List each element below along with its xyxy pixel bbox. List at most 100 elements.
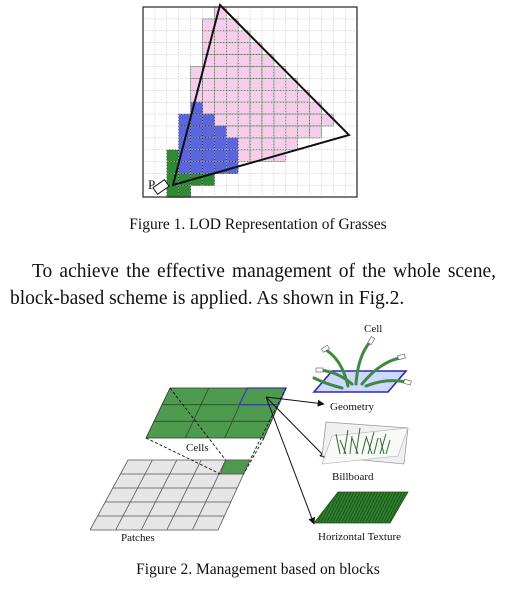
lod-cell-blue bbox=[214, 149, 227, 163]
lod-cell-pink bbox=[226, 101, 239, 115]
body-paragraph: To achieve the effective management of t… bbox=[10, 258, 496, 312]
geometry-label: Geometry bbox=[330, 401, 374, 413]
lod-cell-pink bbox=[261, 66, 275, 79]
lod-cell-pink bbox=[214, 54, 227, 67]
lod-cell-blue bbox=[226, 137, 239, 151]
lod-cell-pink bbox=[285, 137, 299, 151]
lod-cell-blue bbox=[202, 125, 215, 139]
lod-cell-blue bbox=[202, 161, 215, 174]
lod-cell-blue bbox=[202, 149, 215, 163]
lod-cell-pink bbox=[297, 125, 310, 139]
lod-cell-blue bbox=[178, 161, 191, 174]
lod-cell-pink bbox=[226, 66, 239, 79]
point-p-label: P bbox=[148, 177, 155, 192]
lod-cell-pink bbox=[261, 90, 275, 103]
lod-cell-pink bbox=[273, 101, 287, 115]
lod-cell-pink bbox=[261, 125, 275, 139]
lod-cell-pink bbox=[249, 137, 263, 151]
lod-cell-pink bbox=[273, 125, 287, 139]
cells-grid bbox=[145, 387, 287, 439]
figure-1-lod-grid: P bbox=[142, 3, 358, 198]
lod-cell-blue bbox=[214, 137, 227, 151]
lod-cell-pink bbox=[297, 113, 310, 127]
lod-cell-pink bbox=[249, 78, 263, 91]
lod-cell-pink bbox=[226, 42, 239, 55]
lod-cell-pink bbox=[285, 101, 299, 115]
lod-cell-pink bbox=[237, 54, 251, 67]
lod-cell-pink bbox=[237, 66, 251, 79]
lod-cell-pink bbox=[237, 42, 251, 55]
lod-cell-pink bbox=[214, 113, 227, 127]
lod-cell-pink bbox=[202, 90, 215, 103]
lod-cell-pink bbox=[237, 78, 251, 91]
lod-cell-blue bbox=[190, 125, 203, 139]
lod-cell-blue bbox=[190, 113, 203, 127]
lod-cell-pink bbox=[321, 113, 334, 127]
lod-cell-pink bbox=[309, 125, 322, 139]
lod-cell-pink bbox=[273, 78, 287, 91]
view-frustum-triangle bbox=[171, 3, 351, 187]
lod-cell-pink bbox=[226, 30, 239, 43]
lod-cell-green bbox=[178, 185, 191, 198]
lod-cell-pink bbox=[273, 113, 287, 127]
lod-cell-pink bbox=[249, 90, 263, 103]
lod-cell-pink bbox=[297, 101, 310, 115]
lod-cell-pink bbox=[249, 101, 263, 115]
lod-cell-pink bbox=[261, 113, 275, 127]
lod-cell-pink bbox=[214, 78, 227, 91]
figure-1-caption: Figure 1. LOD Representation of Grasses bbox=[129, 216, 387, 233]
lod-cell-pink bbox=[237, 149, 251, 163]
lod-cell-pink bbox=[226, 125, 239, 139]
lod-cell-blue bbox=[226, 149, 239, 163]
lod-cell-blue bbox=[214, 125, 227, 139]
lod-cell-pink bbox=[214, 42, 227, 55]
lod-cell-pink bbox=[226, 54, 239, 67]
lod-cell-pink bbox=[285, 125, 299, 139]
lod-cell-pink bbox=[226, 113, 239, 127]
lod-cell-pink bbox=[202, 18, 215, 32]
geometry-grass-cell bbox=[312, 336, 412, 393]
cells-label: Cells bbox=[186, 442, 209, 454]
lod-cell-pink bbox=[309, 101, 322, 115]
lod-cell-pink bbox=[226, 78, 239, 91]
lod-cell-blue bbox=[190, 161, 203, 174]
figure-2-caption: Figure 2. Management based on blocks bbox=[136, 561, 380, 578]
lod-cell-pink bbox=[237, 137, 251, 151]
lod-cell-pink bbox=[273, 137, 287, 151]
lod-cell-pink bbox=[214, 101, 227, 115]
horizontal-texture-label: Horizontal Texture bbox=[318, 531, 401, 543]
lod-cell-pink bbox=[214, 90, 227, 103]
lod-cell-blue bbox=[202, 113, 215, 127]
lod-cell-pink bbox=[202, 78, 215, 91]
billboard-grass bbox=[321, 421, 409, 465]
lod-cell-pink bbox=[249, 113, 263, 127]
lod-cell-pink bbox=[214, 30, 227, 43]
lod-cell-pink bbox=[261, 101, 275, 115]
lod-cell-blue bbox=[202, 137, 215, 151]
lod-cell-pink bbox=[261, 78, 275, 91]
lod-cell-pink bbox=[237, 101, 251, 115]
paragraph-text: To achieve the effective management of t… bbox=[10, 261, 496, 309]
lod-cell-pink bbox=[261, 137, 275, 151]
lod-cell-blue bbox=[190, 137, 203, 151]
lod-cell-pink bbox=[226, 90, 239, 103]
lod-cell-pink bbox=[285, 113, 299, 127]
figure-2-block-diagram: Cells Patches Cell Geometry Billboard Ho… bbox=[90, 323, 412, 544]
lod-cell-green bbox=[166, 149, 179, 163]
lod-cell-pink bbox=[249, 54, 263, 67]
lod-cell-pink bbox=[285, 90, 299, 103]
lod-cell-pink bbox=[237, 125, 251, 139]
patches-grid bbox=[90, 459, 251, 531]
lod-cell-green bbox=[166, 185, 179, 198]
lod-cell-pink bbox=[249, 66, 263, 79]
lod-cell-pink bbox=[309, 113, 322, 127]
lod-cell-pink bbox=[237, 113, 251, 127]
viewer-camera-icon bbox=[152, 179, 170, 195]
lod-cell-pink bbox=[249, 125, 263, 139]
lod-cell-pink bbox=[202, 101, 215, 115]
patches-label: Patches bbox=[121, 532, 155, 544]
billboard-label: Billboard bbox=[332, 471, 374, 483]
cell-label: Cell bbox=[364, 323, 382, 335]
lod-cell-pink bbox=[237, 90, 251, 103]
lod-cell-pink bbox=[273, 90, 287, 103]
